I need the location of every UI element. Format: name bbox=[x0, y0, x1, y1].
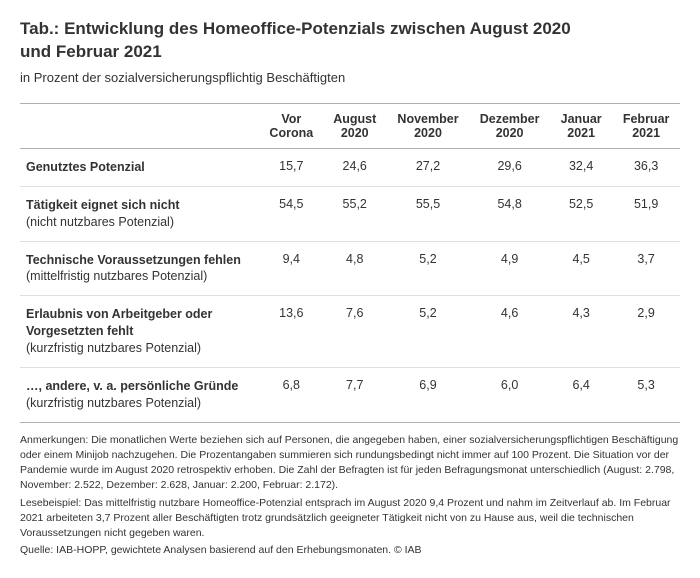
table-row: Tätigkeit eignet sich nicht(nicht nutzba… bbox=[20, 186, 680, 241]
cell: 4,8 bbox=[323, 241, 387, 296]
title-line1: Tab.: Entwicklung des Homeoffice-Potenzi… bbox=[20, 19, 571, 38]
row-label: Technische Voraussetzungen fehlen bbox=[26, 252, 250, 269]
col-header-dez-2020: Dezember 2020 bbox=[469, 103, 550, 148]
note-quelle: Quelle: IAB-HOPP, gewichtete Analysen ba… bbox=[20, 543, 680, 558]
table-row: Erlaubnis von Arbeitgeber oder Vorgesetz… bbox=[20, 296, 680, 368]
table-row: Technische Voraussetzungen fehlen(mittel… bbox=[20, 241, 680, 296]
col-header-vor-corona: Vor Corona bbox=[260, 103, 323, 148]
cell: 55,2 bbox=[323, 186, 387, 241]
row-sublabel: (kurzfristig nutzbares Potenzial) bbox=[26, 340, 250, 357]
row-label: Erlaubnis von Arbeitgeber oder Vorgesetz… bbox=[26, 306, 250, 340]
table-body: Genutztes Potenzial 15,7 24,6 27,2 29,6 … bbox=[20, 148, 680, 422]
note-anmerkungen: Anmerkungen: Die monatlichen Werte bezie… bbox=[20, 433, 680, 494]
table-subtitle: in Prozent der sozialversicherungspflich… bbox=[20, 70, 680, 85]
cell: 9,4 bbox=[260, 241, 323, 296]
table-row: …, andere, v. a. persönliche Gründe(kurz… bbox=[20, 367, 680, 422]
cell: 24,6 bbox=[323, 148, 387, 186]
row-sublabel: (kurzfristig nutzbares Potenzial) bbox=[26, 395, 250, 412]
col-header-feb-2021: Februar 2021 bbox=[612, 103, 680, 148]
cell: 54,5 bbox=[260, 186, 323, 241]
cell: 4,5 bbox=[550, 241, 612, 296]
col-header-jan-2021: Januar 2021 bbox=[550, 103, 612, 148]
cell: 29,6 bbox=[469, 148, 550, 186]
cell: 2,9 bbox=[612, 296, 680, 368]
row-label: …, andere, v. a. persönliche Gründe bbox=[26, 378, 250, 395]
cell: 4,9 bbox=[469, 241, 550, 296]
row-label: Tätigkeit eignet sich nicht bbox=[26, 197, 250, 214]
row-sublabel: (mittelfristig nutzbares Potenzial) bbox=[26, 268, 250, 285]
table-row: Genutztes Potenzial 15,7 24,6 27,2 29,6 … bbox=[20, 148, 680, 186]
title-line2: und Februar 2021 bbox=[20, 42, 162, 61]
cell: 3,7 bbox=[612, 241, 680, 296]
data-table: Vor Corona August 2020 November 2020 Dez… bbox=[20, 103, 680, 423]
cell: 5,2 bbox=[387, 241, 469, 296]
cell: 27,2 bbox=[387, 148, 469, 186]
cell: 52,5 bbox=[550, 186, 612, 241]
cell: 32,4 bbox=[550, 148, 612, 186]
cell: 6,9 bbox=[387, 367, 469, 422]
cell: 51,9 bbox=[612, 186, 680, 241]
row-sublabel: (nicht nutzbares Potenzial) bbox=[26, 214, 250, 231]
cell: 4,6 bbox=[469, 296, 550, 368]
cell: 6,0 bbox=[469, 367, 550, 422]
table-title: Tab.: Entwicklung des Homeoffice-Potenzi… bbox=[20, 18, 680, 64]
col-header-aug-2020: August 2020 bbox=[323, 103, 387, 148]
cell: 4,3 bbox=[550, 296, 612, 368]
cell: 55,5 bbox=[387, 186, 469, 241]
cell: 6,8 bbox=[260, 367, 323, 422]
col-header-nov-2020: November 2020 bbox=[387, 103, 469, 148]
cell: 13,6 bbox=[260, 296, 323, 368]
note-lesebeispiel: Lesebeispiel: Das mittelfristig nutzbare… bbox=[20, 496, 680, 542]
row-label: Genutztes Potenzial bbox=[26, 159, 250, 176]
cell: 15,7 bbox=[260, 148, 323, 186]
cell: 36,3 bbox=[612, 148, 680, 186]
cell: 5,2 bbox=[387, 296, 469, 368]
cell: 7,6 bbox=[323, 296, 387, 368]
cell: 7,7 bbox=[323, 367, 387, 422]
cell: 54,8 bbox=[469, 186, 550, 241]
cell: 5,3 bbox=[612, 367, 680, 422]
header-row: Vor Corona August 2020 November 2020 Dez… bbox=[20, 103, 680, 148]
footnotes: Anmerkungen: Die monatlichen Werte bezie… bbox=[20, 433, 680, 559]
cell: 6,4 bbox=[550, 367, 612, 422]
col-header-empty bbox=[20, 103, 260, 148]
